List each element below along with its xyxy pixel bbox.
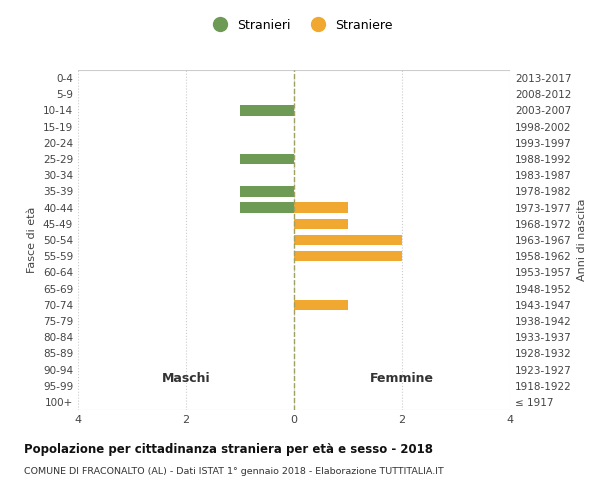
Bar — [294, 218, 348, 229]
Bar — [240, 154, 294, 164]
Bar — [294, 202, 348, 213]
Legend: Stranieri, Straniere: Stranieri, Straniere — [202, 14, 398, 37]
Y-axis label: Anni di nascita: Anni di nascita — [577, 198, 587, 281]
Y-axis label: Fasce di età: Fasce di età — [28, 207, 37, 273]
Bar — [294, 300, 348, 310]
Text: Maschi: Maschi — [161, 372, 211, 386]
Text: Popolazione per cittadinanza straniera per età e sesso - 2018: Popolazione per cittadinanza straniera p… — [24, 442, 433, 456]
Bar — [294, 234, 402, 246]
Text: Femmine: Femmine — [370, 372, 434, 386]
Bar — [240, 202, 294, 213]
Bar — [240, 186, 294, 196]
Bar — [240, 105, 294, 116]
Text: COMUNE DI FRACONALTO (AL) - Dati ISTAT 1° gennaio 2018 - Elaborazione TUTTITALIA: COMUNE DI FRACONALTO (AL) - Dati ISTAT 1… — [24, 468, 444, 476]
Bar — [294, 251, 402, 262]
